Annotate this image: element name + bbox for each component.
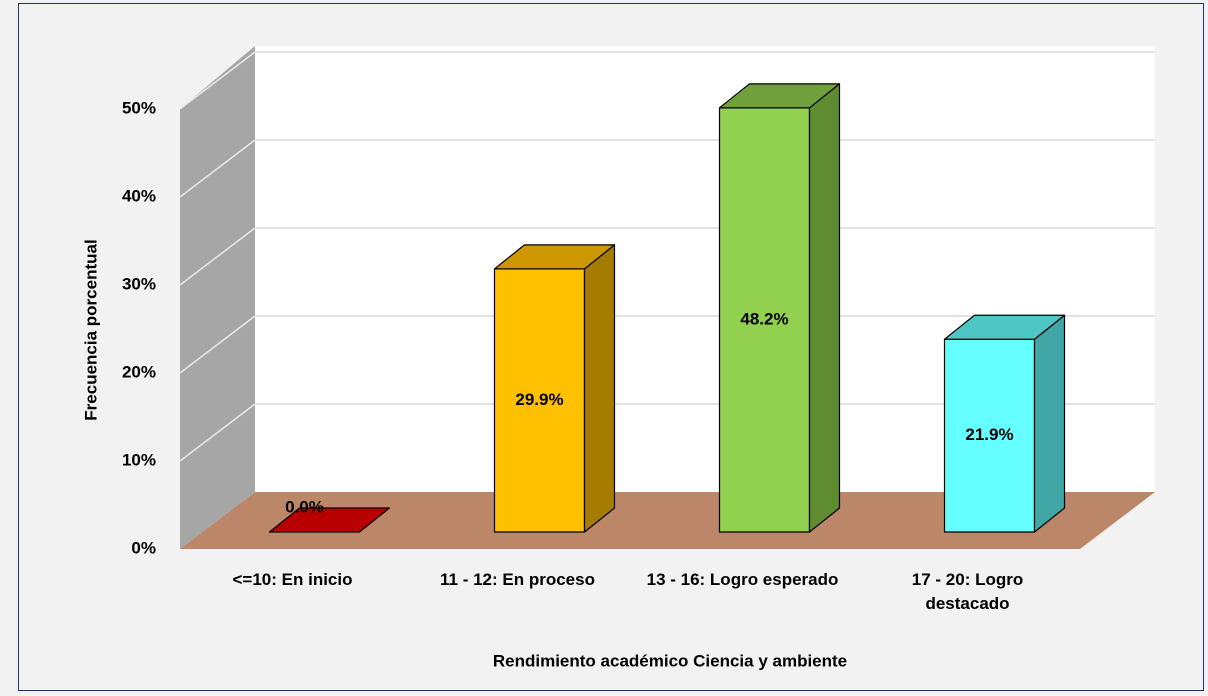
bar-top <box>493 244 616 270</box>
walls <box>179 46 1155 549</box>
y-tick-label: 10% <box>122 450 156 469</box>
y-tick-label: 30% <box>122 274 156 293</box>
x-tick-label: 13 - 16: Logro esperado <box>646 570 839 589</box>
bar-top <box>268 507 391 533</box>
bar-front <box>718 107 811 533</box>
value-label: 48.2% <box>740 309 788 328</box>
y-tick-label: 50% <box>122 98 156 117</box>
x-axis-title: Rendimiento académico Ciencia y ambiente <box>493 651 847 670</box>
bar-side <box>808 83 841 533</box>
bar-top <box>718 83 841 109</box>
x-tick-label: 17 - 20: Logro destacado <box>911 570 1024 613</box>
side-grid-line <box>179 227 256 286</box>
chart-frame <box>18 3 1204 691</box>
bar-side <box>1033 314 1066 533</box>
bar-side <box>583 244 616 533</box>
value-label: 0.0% <box>285 497 324 516</box>
bar-top <box>943 314 1066 340</box>
y-tick-label: 20% <box>122 362 156 381</box>
side-grid-line <box>179 315 256 374</box>
y-tick-label: 40% <box>122 186 156 205</box>
back-wall <box>255 46 1155 492</box>
x-tick-label: <=10: En inicio <box>232 570 353 589</box>
x-tick-label: 11 - 12: En proceso <box>440 570 595 589</box>
y-tick-label: 0% <box>131 538 156 557</box>
value-label: 29.9% <box>515 390 563 409</box>
side-grid-line <box>179 139 256 198</box>
value-label: 21.9% <box>965 425 1013 444</box>
floor <box>180 492 1155 549</box>
y-axis-title: Frecuencia porcentual <box>81 239 100 420</box>
side-wall <box>180 46 255 549</box>
side-grid-line <box>179 403 256 462</box>
side-grid-line <box>179 51 256 110</box>
